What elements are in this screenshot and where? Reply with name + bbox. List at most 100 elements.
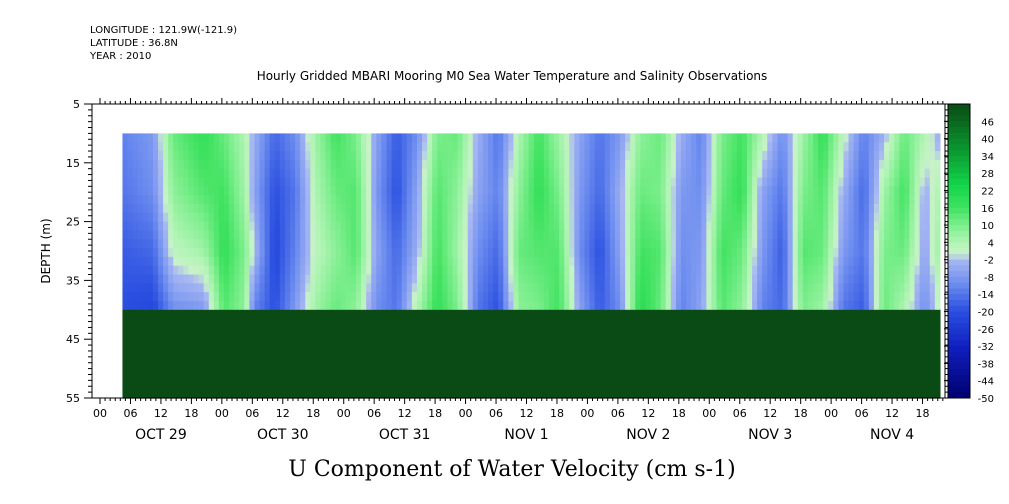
heatmap-cell	[208, 239, 215, 249]
heatmap-cell	[884, 256, 890, 267]
heatmap-cell	[548, 274, 555, 284]
heatmap-cell	[589, 345, 596, 355]
heatmap-cell	[548, 353, 555, 364]
heatmap-cell	[432, 248, 438, 258]
heatmap-cell	[340, 353, 347, 364]
heatmap-cell	[574, 151, 581, 161]
heatmap-cell	[878, 221, 885, 232]
heatmap-cell	[559, 300, 565, 311]
heatmap-cell	[701, 230, 707, 240]
heatmap-cell	[716, 186, 723, 196]
heatmap-cell	[356, 239, 362, 249]
heatmap-cell	[173, 265, 179, 276]
heatmap-cell	[477, 186, 484, 196]
heatmap-cell	[828, 212, 834, 223]
y-tick-label: 5	[73, 98, 80, 111]
heatmap-cell	[249, 292, 256, 302]
heatmap-cell	[782, 265, 789, 276]
heatmap-cell	[163, 248, 169, 258]
heatmap-cell	[295, 212, 301, 223]
heatmap-cell	[416, 283, 423, 293]
heatmap-cell	[427, 230, 433, 240]
heatmap-cell	[477, 353, 484, 364]
heatmap-cell	[777, 203, 784, 214]
heatmap-cell	[229, 151, 235, 161]
heatmap-cell	[767, 212, 773, 223]
heatmap-cell	[213, 274, 220, 284]
heatmap-cell	[477, 221, 484, 232]
heatmap-cell	[589, 274, 596, 284]
heatmap-cell	[548, 336, 555, 346]
heatmap-cell	[401, 300, 408, 311]
heatmap-cell	[513, 309, 520, 320]
heatmap-cell	[833, 353, 839, 364]
heatmap-cell	[290, 336, 296, 346]
heatmap-cell	[863, 283, 870, 293]
heatmap-cell	[848, 371, 855, 381]
heatmap-cell	[498, 221, 504, 232]
heatmap-cell	[680, 362, 687, 373]
heatmap-cell	[457, 221, 464, 232]
heatmap-cell	[335, 300, 342, 311]
heatmap-cell	[300, 274, 306, 284]
heatmap-cell	[772, 283, 779, 293]
heatmap-cell	[818, 336, 824, 346]
heatmap-cell	[807, 309, 814, 320]
heatmap-cell	[609, 265, 616, 276]
heatmap-cell	[635, 221, 641, 232]
heatmap-cell	[818, 151, 824, 161]
heatmap-cell	[467, 345, 474, 355]
heatmap-cell	[300, 212, 306, 223]
heatmap-cell	[548, 168, 555, 179]
heatmap-cell	[848, 186, 855, 196]
heatmap-cell	[878, 274, 885, 284]
heatmap-cell	[254, 345, 261, 355]
heatmap-cell	[488, 327, 494, 337]
heatmap-cell	[259, 142, 266, 152]
heatmap-cell	[858, 142, 865, 152]
heatmap-cell	[833, 300, 839, 311]
heatmap-cell	[477, 389, 484, 399]
heatmap-cell	[625, 186, 631, 196]
heatmap-cell	[457, 256, 464, 267]
heatmap-cell	[198, 380, 205, 390]
heatmap-cell	[559, 151, 565, 161]
heatmap-cell	[584, 151, 591, 161]
heatmap-cell	[224, 362, 230, 373]
heatmap-cell	[660, 309, 667, 320]
heatmap-cell	[350, 133, 357, 143]
heatmap-cell	[422, 221, 428, 232]
heatmap-cell	[721, 195, 728, 205]
heatmap-cell	[833, 292, 839, 302]
heatmap-cell	[711, 239, 718, 249]
heatmap-cell	[290, 159, 296, 170]
heatmap-cell	[823, 327, 829, 337]
heatmap-cell	[757, 380, 763, 390]
heatmap-cell	[818, 186, 824, 196]
heatmap-cell	[406, 327, 413, 337]
heatmap-cell	[518, 142, 525, 152]
heatmap-cell	[899, 159, 905, 170]
heatmap-cell	[315, 336, 322, 346]
heatmap-cell	[488, 318, 494, 329]
heatmap-cell	[310, 380, 317, 390]
heatmap-cell	[457, 345, 464, 355]
heatmap-cell	[787, 283, 794, 293]
heatmap-cell	[914, 177, 921, 187]
heatmap-cell	[574, 203, 581, 214]
heatmap-cell	[660, 248, 667, 258]
heatmap-cell	[873, 159, 880, 170]
heatmap-cell	[604, 389, 611, 399]
heatmap-cell	[904, 203, 911, 214]
heatmap-cell	[894, 239, 900, 249]
heatmap-cell	[305, 256, 311, 267]
heatmap-cell	[924, 380, 931, 390]
heatmap-cell	[269, 389, 276, 399]
heatmap-cell	[279, 212, 286, 223]
heatmap-cell	[234, 300, 240, 311]
heatmap-cell	[325, 186, 332, 196]
heatmap-cell	[594, 142, 601, 152]
heatmap-cell	[213, 186, 220, 196]
heatmap-cell	[630, 248, 636, 258]
heatmap-cell	[376, 318, 383, 329]
